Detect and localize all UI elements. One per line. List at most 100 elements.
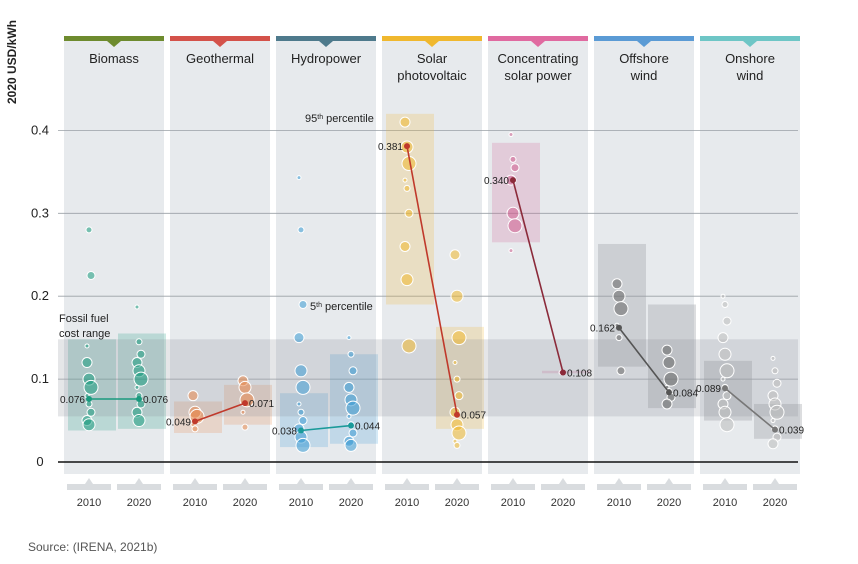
project-point xyxy=(133,371,149,387)
project-point xyxy=(719,363,735,379)
project-point xyxy=(401,338,417,354)
project-point xyxy=(451,425,467,441)
average-marker-2020 xyxy=(560,369,566,376)
y-tick-label: 0.3 xyxy=(31,205,49,220)
column-header-notch xyxy=(319,41,333,47)
year-label: 2020 xyxy=(233,497,257,509)
project-point xyxy=(191,425,199,433)
average-trend-line xyxy=(724,387,776,431)
year-marker xyxy=(597,478,641,490)
project-point xyxy=(240,409,246,415)
value-label-2020: 0.044 xyxy=(355,422,380,433)
average-marker-2020 xyxy=(136,395,142,402)
project-point xyxy=(348,366,358,376)
year-label: 2020 xyxy=(657,497,681,509)
year-label: 2010 xyxy=(77,497,101,509)
year-marker xyxy=(173,478,217,490)
fossil-fuel-label-line1: Fossil fuel xyxy=(59,313,109,325)
technology-name: Geothermal xyxy=(186,51,254,66)
project-point xyxy=(661,398,673,410)
project-point xyxy=(345,400,361,416)
year-label: 2020 xyxy=(551,497,575,509)
lcoe-chart: Biomass 2010 2020 Geothermal 2010 2020 Hydropo… xyxy=(5,20,804,509)
column-header-bar xyxy=(64,36,164,41)
project-point xyxy=(721,300,729,308)
project-point xyxy=(344,438,358,452)
project-point xyxy=(612,289,626,303)
average-marker-2010 xyxy=(616,324,622,331)
year-label: 2010 xyxy=(501,497,525,509)
year-label: 2020 xyxy=(445,497,469,509)
project-point xyxy=(403,184,411,192)
project-point xyxy=(453,375,461,383)
project-point xyxy=(294,364,308,378)
technology-name: Onshore xyxy=(725,51,775,66)
project-point xyxy=(399,116,411,128)
column-header-notch xyxy=(637,41,651,47)
project-point xyxy=(134,304,140,310)
project-point xyxy=(399,240,411,252)
project-point xyxy=(616,366,626,376)
project-point xyxy=(767,438,779,450)
project-point xyxy=(720,376,726,382)
project-point xyxy=(454,391,464,401)
project-point xyxy=(506,206,520,220)
project-point xyxy=(135,338,143,346)
average-marker-2020 xyxy=(242,400,248,407)
project-point xyxy=(86,407,96,417)
average-marker-2010 xyxy=(404,143,410,150)
project-point xyxy=(296,401,302,407)
value-label-2010: 0.162 xyxy=(590,324,615,335)
average-marker-2020 xyxy=(772,426,778,433)
average-marker-2010 xyxy=(192,418,198,425)
column-bg xyxy=(276,36,376,474)
value-label-2020: 0.108 xyxy=(567,368,592,379)
project-point xyxy=(238,380,252,394)
value-label-2010: 0.089 xyxy=(696,384,721,395)
average-trend-line xyxy=(300,424,352,432)
project-point xyxy=(83,379,99,395)
average-marker-2020 xyxy=(348,422,354,429)
project-point xyxy=(85,226,93,234)
column-bg xyxy=(700,36,800,474)
project-point xyxy=(772,378,782,388)
fossil-fuel-label-line2: cost range xyxy=(59,328,110,340)
value-label-2020: 0.084 xyxy=(673,388,698,399)
project-point xyxy=(720,293,726,299)
project-point xyxy=(402,177,408,183)
project-point xyxy=(297,408,305,416)
project-point xyxy=(452,360,458,366)
project-point xyxy=(718,405,732,419)
p5-annotation: 5th percentile xyxy=(310,301,373,313)
value-label-2020: 0.076 xyxy=(143,395,168,406)
column-header-notch xyxy=(107,41,121,47)
year-marker xyxy=(435,478,479,490)
column-header-notch xyxy=(531,41,545,47)
y-tick-label: 0.4 xyxy=(31,122,49,137)
y-tick-label: 0.1 xyxy=(31,371,49,386)
project-point xyxy=(295,437,311,453)
year-marker xyxy=(117,478,161,490)
project-point xyxy=(132,414,146,428)
project-point xyxy=(293,332,305,344)
year-marker xyxy=(647,478,691,490)
year-label: 2020 xyxy=(763,497,787,509)
column-header-bar xyxy=(594,36,694,41)
year-marker xyxy=(491,478,535,490)
fossil-fuel-range-band xyxy=(58,339,798,417)
year-label: 2010 xyxy=(607,497,631,509)
average-trend-line xyxy=(406,146,458,415)
project-point xyxy=(81,357,93,369)
value-label-2020: 0.039 xyxy=(779,426,804,437)
column-header-bar xyxy=(488,36,588,41)
project-point xyxy=(346,413,352,419)
technology-name: photovoltaic xyxy=(397,68,467,83)
project-point xyxy=(241,423,249,431)
source-note: Source: (IRENA, 2021b) xyxy=(28,540,158,554)
column-header-bar xyxy=(170,36,270,41)
project-point xyxy=(451,330,467,346)
project-point xyxy=(449,249,461,261)
project-point xyxy=(404,208,414,218)
column-header-notch xyxy=(743,41,757,47)
year-label: 2010 xyxy=(713,497,737,509)
